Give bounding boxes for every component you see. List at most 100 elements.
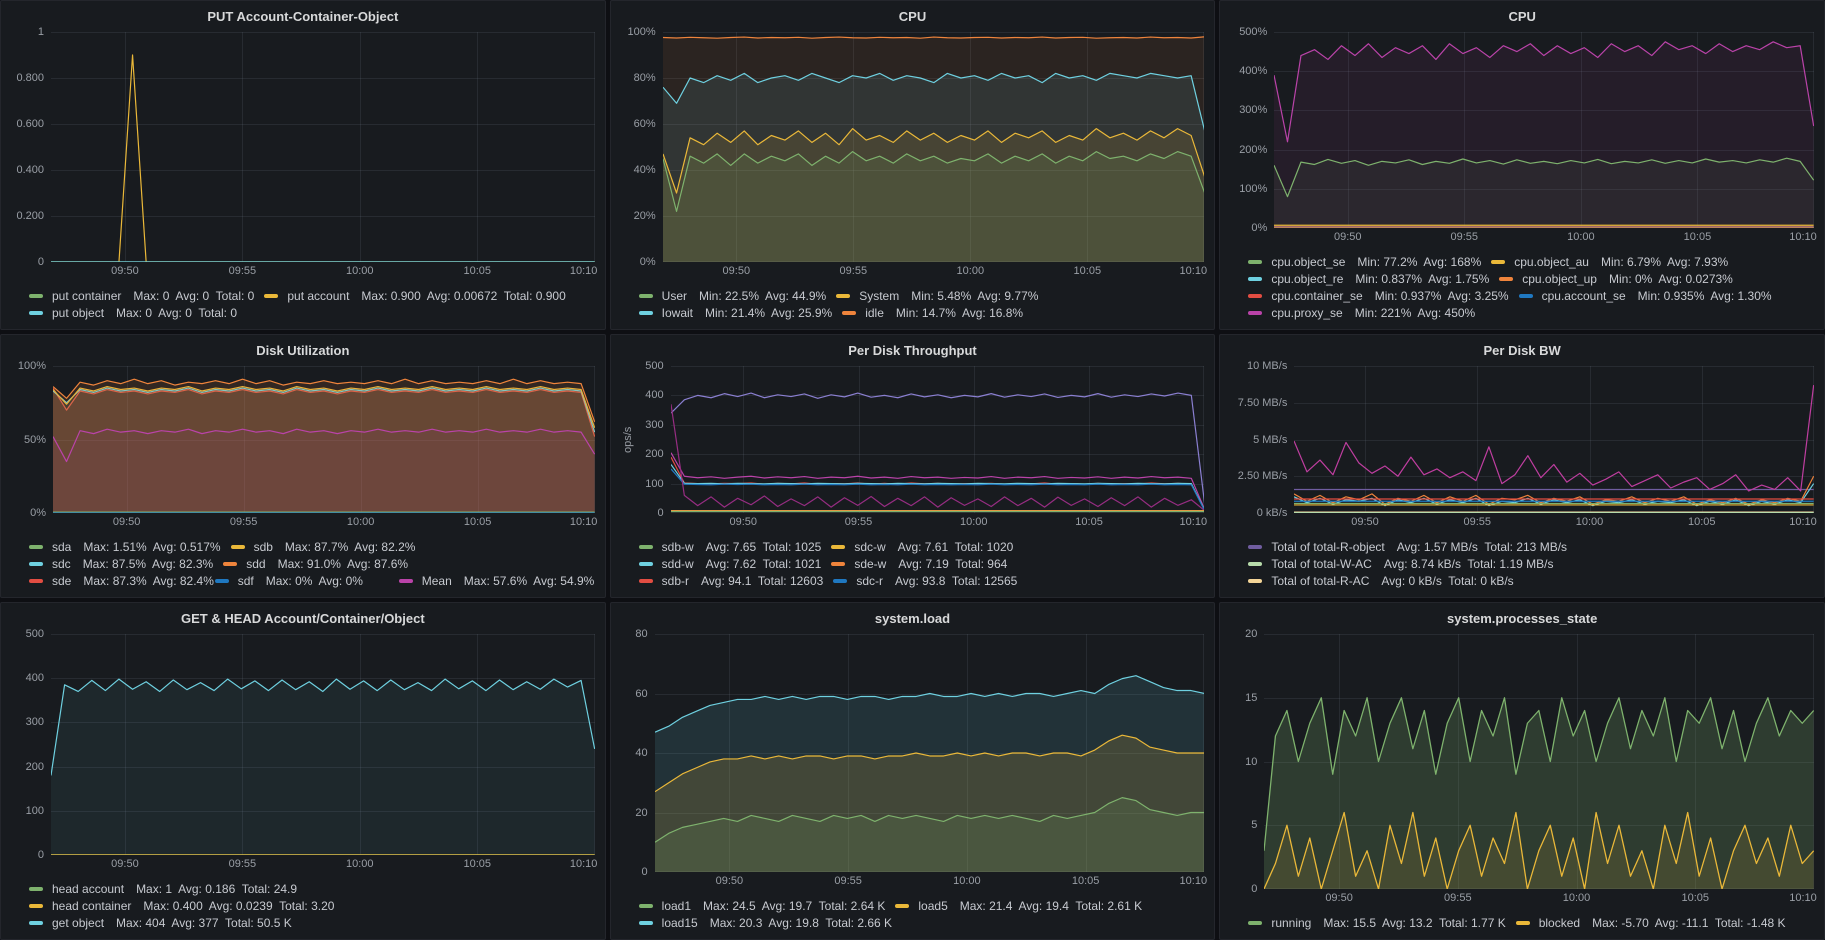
panel-title[interactable]: GET & HEAD Account/Container/Object xyxy=(181,611,425,626)
series-line-idle[interactable] xyxy=(663,37,1205,38)
legend-item-load15[interactable]: load15 Max: 20.3 Avg: 19.8 Total: 2.66 K xyxy=(638,916,892,930)
series-line-series[interactable] xyxy=(671,453,1205,510)
plot-area[interactable] xyxy=(670,366,1205,513)
series-line-cpu-proxy-se[interactable] xyxy=(1274,42,1814,142)
series-color-swatch xyxy=(1248,562,1263,566)
legend-series-stats: Max: 0.400 Avg: 0.0239 Total: 3.20 xyxy=(143,899,335,913)
panel-title[interactable]: CPU xyxy=(1508,9,1536,24)
legend-series-name: sdf xyxy=(237,574,254,588)
series-line-running[interactable] xyxy=(1264,698,1814,851)
legend-item-sde[interactable]: sde Max: 87.3% Avg: 82.4% xyxy=(29,574,214,588)
legend-item-system[interactable]: System Min: 5.48% Avg: 9.77% xyxy=(836,289,1038,303)
series-line-sdd[interactable] xyxy=(53,379,595,422)
series-line-iowait[interactable] xyxy=(663,73,1205,130)
y-axis: 500% 400% 300% 200% 100% 0% xyxy=(1230,26,1274,234)
legend-item-sda[interactable]: sda Max: 1.51% Avg: 0.517% xyxy=(29,540,221,554)
legend-item-user[interactable]: User Min: 22.5% Avg: 44.9% xyxy=(638,289,826,303)
legend-item-total-of-total-r-ac[interactable]: Total of total-R-AC Avg: 0 kB/s Total: 0 … xyxy=(1248,574,1514,588)
panel-title[interactable]: Disk Utilization xyxy=(256,343,350,358)
panel-title[interactable]: PUT Account-Container-Object xyxy=(207,9,399,24)
plot-area[interactable] xyxy=(53,366,595,513)
legend-item-put-account[interactable]: put account Max: 0.900 Avg: 0.00672 Total… xyxy=(264,289,566,303)
legend-item-head-account[interactable]: head account Max: 1 Avg: 0.186 Total: 24.… xyxy=(29,882,297,896)
series-line-cpu-object-se[interactable] xyxy=(1274,158,1814,196)
series-line-user[interactable] xyxy=(663,152,1205,212)
series-line-put-account[interactable] xyxy=(51,55,595,262)
legend-item-cpu-account-se[interactable]: cpu.account_se Min: 0.935% Avg: 1.30% xyxy=(1518,289,1772,303)
series-line-system[interactable] xyxy=(663,129,1205,193)
plot-area[interactable] xyxy=(1264,634,1814,889)
series-line-sdb[interactable] xyxy=(53,387,595,428)
x-tick-label: 10:05 xyxy=(1687,516,1716,528)
x-tick-label: 10:00 xyxy=(956,265,985,277)
series-line-sde[interactable] xyxy=(53,388,595,437)
legend-item-head-container[interactable]: head container Max: 0.400 Avg: 0.0239 Tot… xyxy=(29,899,334,913)
legend-item-cpu-object-re[interactable]: cpu.object_re Min: 0.837% Avg: 1.75% xyxy=(1248,272,1489,286)
legend-item-mean[interactable]: Mean Max: 57.6% Avg: 54.9% xyxy=(398,574,594,588)
legend-item-idle[interactable]: idle Min: 14.7% Avg: 16.8% xyxy=(842,306,1023,320)
legend-item-put-container[interactable]: put container Max: 0 Avg: 0 Total: 0 xyxy=(29,289,254,303)
series-fill-load15 xyxy=(654,675,1205,872)
legend-item-sdb[interactable]: sdb Max: 87.7% Avg: 82.2% xyxy=(230,540,415,554)
legend-item-blocked[interactable]: blocked Max: -5.70 Avg: -11.1 Total: -1.4… xyxy=(1515,916,1786,930)
series-line-mean[interactable] xyxy=(53,429,595,461)
plot-area[interactable] xyxy=(1274,32,1814,228)
legend-item-get-object[interactable]: get object Max: 404 Avg: 377 Total: 50.5 … xyxy=(29,916,292,930)
legend-item-sdc[interactable]: sdc Max: 87.5% Avg: 82.3% xyxy=(29,557,213,571)
series-line-sdd-w[interactable] xyxy=(671,464,1205,510)
legend-item-sdd-w[interactable]: sdd-w Avg: 7.62 Total: 1021 xyxy=(638,557,821,571)
legend-row: load1 Max: 24.5 Avg: 19.7 Total: 2.64 K lo… xyxy=(638,899,1205,913)
legend-item-sdd[interactable]: sdd Max: 91.0% Avg: 87.6% xyxy=(223,557,408,571)
legend-item-sdb-w[interactable]: sdb-w Avg: 7.65 Total: 1025 xyxy=(638,540,821,554)
series-fill-system xyxy=(662,128,1205,262)
series-fill-load5 xyxy=(654,735,1205,872)
plot-area[interactable] xyxy=(51,32,595,262)
gridline-vertical xyxy=(1697,32,1699,228)
legend-item-total-of-total-r-object[interactable]: Total of total-R-object Avg: 1.57 MB/s To… xyxy=(1248,540,1567,554)
legend-row: User Min: 22.5% Avg: 44.9% System Min: 5.48… xyxy=(638,289,1205,303)
plot-area[interactable] xyxy=(51,634,595,855)
panel-title[interactable]: CPU xyxy=(898,9,927,24)
legend-item-sdc-w[interactable]: sdc-w Avg: 7.61 Total: 1020 xyxy=(831,540,1013,554)
x-tick-label: 09:50 xyxy=(715,875,744,887)
series-color-swatch xyxy=(398,579,413,583)
plot-area[interactable] xyxy=(1294,366,1814,513)
legend-item-sdf[interactable]: sdf Max: 0% Avg: 0% xyxy=(214,574,389,588)
panel-title[interactable]: Per Disk Throughput xyxy=(848,343,977,358)
legend-item-iowait[interactable]: Iowait Min: 21.4% Avg: 25.9% xyxy=(638,306,832,320)
y-axis-unit-label: ops/s xyxy=(621,426,634,453)
series-line-sdc[interactable] xyxy=(53,388,595,432)
legend-item-cpu-proxy-se[interactable]: cpu.proxy_se Min: 221% Avg: 450% xyxy=(1248,306,1475,320)
gridline-horizontal xyxy=(51,722,595,724)
legend-item-sdb-r[interactable]: sdb-r Avg: 94.1 Total: 12603 xyxy=(638,574,823,588)
series-line-load15[interactable] xyxy=(655,676,1205,733)
panel-title[interactable]: Per Disk BW xyxy=(1483,343,1561,358)
legend-item-cpu-container-se[interactable]: cpu.container_se Min: 0.937% Avg: 3.25% xyxy=(1248,289,1509,303)
legend-item-cpu-object-up[interactable]: cpu.object_up Min: 0% Avg: 0.0273% xyxy=(1499,272,1733,286)
legend-item-put-object[interactable]: put object Max: 0 Avg: 0 Total: 0 xyxy=(29,306,237,320)
plot-area[interactable] xyxy=(654,634,1205,872)
legend-item-total-of-total-w-ac[interactable]: Total of total-W-AC Avg: 8.74 kB/s Total:… xyxy=(1248,557,1553,571)
series-line-blocked[interactable] xyxy=(1264,813,1814,890)
plot-area[interactable] xyxy=(662,32,1205,262)
series-line-series[interactable] xyxy=(671,393,1205,504)
legend-item-sdc-r[interactable]: sdc-r Avg: 93.8 Total: 12565 xyxy=(833,574,1017,588)
legend-item-running[interactable]: running Max: 15.5 Avg: 13.2 Total: 1.77 K xyxy=(1248,916,1506,930)
legend-item-load1[interactable]: load1 Max: 24.5 Avg: 19.7 Total: 2.64 K xyxy=(638,899,885,913)
legend-item-sde-w[interactable]: sde-w Avg: 7.19 Total: 964 xyxy=(831,557,1007,571)
panel-system-processes-state: system.processes_state 20 15 10 5 0 09:50 09:… xyxy=(1219,602,1825,940)
legend-item-load5[interactable]: load5 Max: 21.4 Avg: 19.4 Total: 2.61 K xyxy=(895,899,1142,913)
series-line-load5[interactable] xyxy=(655,735,1205,792)
series-line-series[interactable] xyxy=(671,404,1205,510)
series-color-swatch xyxy=(29,904,43,908)
panel-title[interactable]: system.load xyxy=(874,611,951,626)
legend-item-cpu-object-se[interactable]: cpu.object_se Min: 77.2% Avg: 168% xyxy=(1248,255,1481,269)
series-line-get-object[interactable] xyxy=(51,679,595,775)
panel-title[interactable]: system.processes_state xyxy=(1447,611,1598,626)
series-line-series[interactable] xyxy=(1294,385,1814,491)
series-color-swatch xyxy=(1248,579,1263,583)
legend-item-cpu-object-au[interactable]: cpu.object_au Min: 6.79% Avg: 7.93% xyxy=(1491,255,1728,269)
series-line-sdc-r[interactable] xyxy=(671,469,1205,511)
legend-row: load15 Max: 20.3 Avg: 19.8 Total: 2.66 K xyxy=(638,916,1205,930)
series-line-load1[interactable] xyxy=(655,798,1205,843)
